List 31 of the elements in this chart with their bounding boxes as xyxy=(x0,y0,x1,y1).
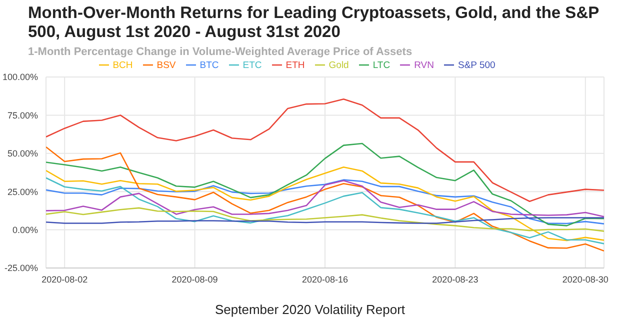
legend-label: BCH xyxy=(112,60,133,71)
y-tick-label: 50.00% xyxy=(7,148,38,159)
line-series xyxy=(46,177,604,244)
x-tick-label: 2020-08-23 xyxy=(432,274,478,284)
line-series xyxy=(46,146,604,252)
line-series xyxy=(46,207,604,232)
y-tick-label: 0.00% xyxy=(12,224,38,235)
x-tick-label: 2020-08-30 xyxy=(562,274,608,284)
legend-label: S&P 500 xyxy=(458,60,496,71)
line-series xyxy=(46,142,604,226)
legend-label: Gold xyxy=(328,60,349,71)
y-tick-label: 75.00% xyxy=(7,110,38,120)
line-series xyxy=(46,98,604,202)
line-series xyxy=(46,166,604,242)
y-tick-label: 25.00% xyxy=(7,186,38,197)
x-tick-label: 2020-08-02 xyxy=(42,274,88,284)
legend-label: LTC xyxy=(372,60,390,71)
y-tick-label: 100.00% xyxy=(2,72,38,82)
line-series xyxy=(46,180,604,218)
legend-label: RVN xyxy=(414,60,434,71)
chart-subtitle: 1-Month Percentage Change in Volume-Weighted Average Price of Assets xyxy=(28,46,414,58)
legend-label: ETC xyxy=(242,60,262,71)
x-tick-label: 2020-08-16 xyxy=(302,274,348,284)
y-tick-label: -25.00% xyxy=(4,263,38,274)
legend-label: BTC xyxy=(200,60,219,71)
text: September 2020 Volatility Report xyxy=(214,302,406,317)
legend-label: BSV xyxy=(156,60,176,71)
line-series xyxy=(46,179,604,224)
x-tick-label: 2020-08-09 xyxy=(172,274,218,284)
chart-title: Month-Over-Month Returns for Leading Cryptoassets, Gold, and the S&P 500, August 1st 2020 - August 31st 2020 xyxy=(28,4,600,42)
legend-label: ETH xyxy=(286,60,305,71)
